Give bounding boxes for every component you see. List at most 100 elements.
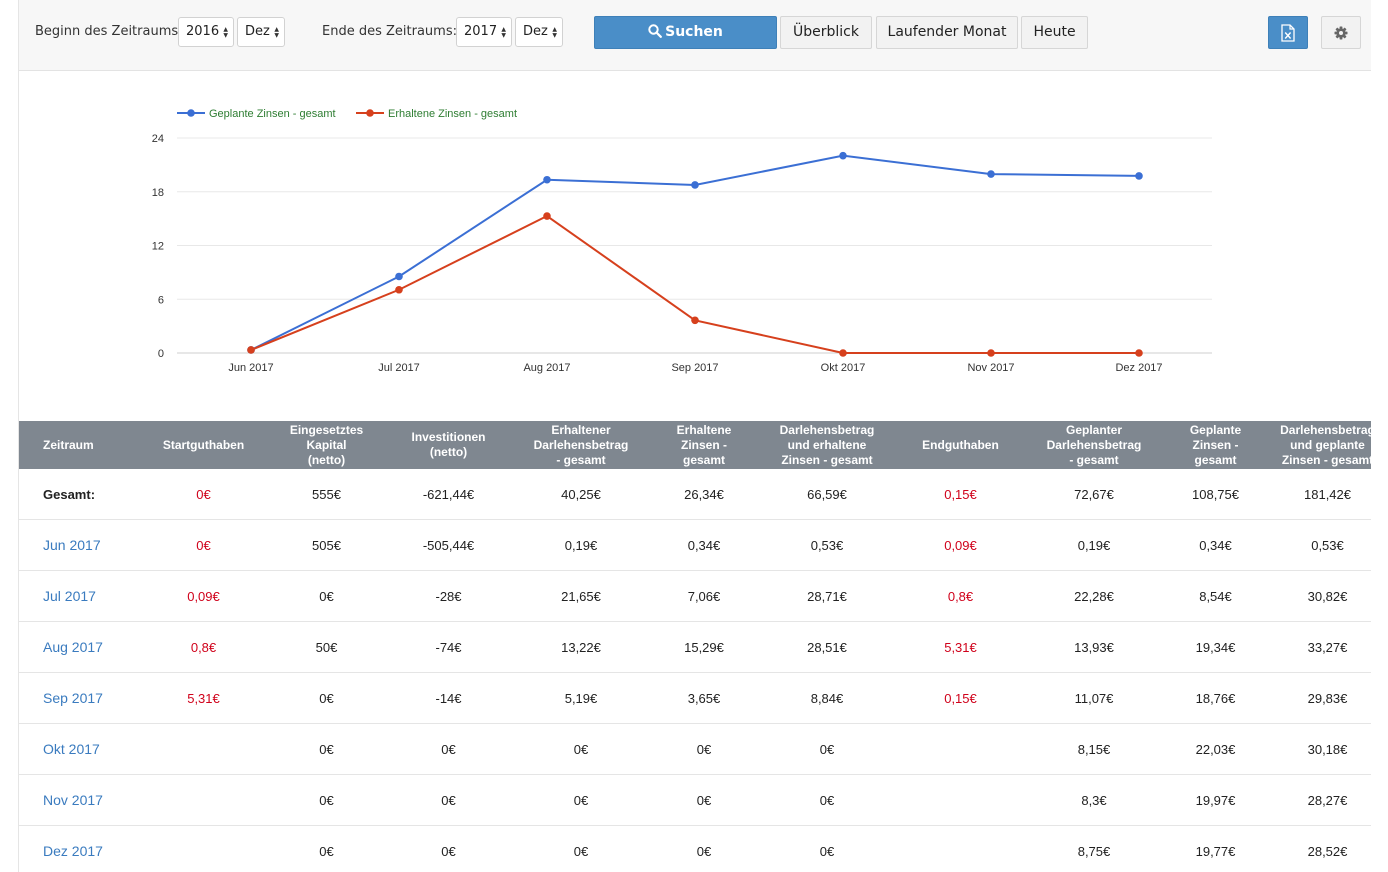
column-header: Geplante Zinsen - gesamt: [1167, 421, 1264, 469]
column-header-line: Darlehensbetrag: [533, 437, 629, 452]
data-point: [543, 212, 551, 220]
table-cell: [143, 825, 264, 872]
table-cell: -28€: [389, 570, 508, 622]
column-header-line: Geplanter: [1065, 422, 1122, 437]
y-tick-label: 12: [152, 241, 164, 253]
today-button[interactable]: Heute: [1021, 16, 1088, 49]
overview-button[interactable]: Überblick: [780, 16, 872, 49]
table-cell: 8,54€: [1167, 570, 1264, 622]
start-month-value: Dez: [245, 24, 270, 39]
interest-table-panel: Zeitraum Startguthaben Eingesetztes Kapital…: [19, 421, 1371, 872]
table-cell: 0€: [654, 723, 754, 775]
table-header-row: Zeitraum Startguthaben Eingesetztes Kapital…: [19, 421, 1371, 469]
table-cell: 0,19€: [508, 519, 654, 571]
current-month-button[interactable]: Laufender Monat: [876, 16, 1018, 49]
table-cell: 0€: [264, 672, 389, 724]
table-row: Jul 2017 0,09€ 0€ -28€ 21,65€ 7,06€ 28,71€ 0,8€…: [19, 570, 1371, 622]
period-link[interactable]: Jun 2017: [19, 519, 143, 571]
interest-line-chart: Geplante Zinsen - gesamt Erhaltene Zinsen…: [152, 108, 1212, 374]
table-cell: 33,27€: [1264, 621, 1371, 673]
column-header-line: Zinsen - gesamt: [1281, 452, 1371, 467]
period-link[interactable]: Dez 2017: [19, 825, 143, 872]
data-point: [987, 349, 995, 357]
table-cell: [143, 723, 264, 775]
y-tick-label: 18: [152, 187, 164, 199]
period-link[interactable]: Sep 2017: [19, 672, 143, 724]
table-cell: [900, 774, 1021, 826]
table-cell: 19,34€: [1167, 621, 1264, 673]
table-cell: 0€: [389, 825, 508, 872]
start-year-select[interactable]: 2016 ▲ ▼: [178, 17, 234, 47]
table-cell: 22,28€: [1021, 570, 1167, 622]
x-axis-ticks: Jun 2017 Jul 2017 Aug 2017 Sep 2017 Okt 2017…: [228, 362, 1162, 374]
excel-export-icon: [1281, 24, 1295, 42]
column-header-line: Zinsen -: [1192, 437, 1239, 452]
excel-export-button[interactable]: [1268, 16, 1308, 49]
select-arrows-icon: ▲ ▼: [501, 26, 506, 39]
x-tick-label: Dez 2017: [1115, 362, 1162, 374]
table-row: Dez 2017 0€ 0€ 0€ 0€ 0€ 8,75€ 19,77€ 28,52€: [19, 825, 1371, 872]
chart-legend: Geplante Zinsen - gesamt Erhaltene Zinsen…: [177, 108, 517, 120]
table-cell: 28,52€: [1264, 825, 1371, 872]
end-year-select[interactable]: 2017 ▲ ▼: [456, 17, 512, 47]
table-cell: 181,42€: [1264, 469, 1371, 520]
table-cell: 15,29€: [654, 621, 754, 673]
table-cell: 8,3€: [1021, 774, 1167, 826]
table-cell: [143, 774, 264, 826]
x-tick-label: Sep 2017: [671, 362, 718, 374]
column-header-line: Geplante: [1189, 422, 1242, 437]
column-header: Erhaltener Darlehensbetrag - gesamt: [508, 421, 654, 469]
legend-label: Geplante Zinsen - gesamt: [209, 108, 336, 120]
table-cell: 0€: [654, 825, 754, 872]
interest-table: Zeitraum Startguthaben Eingesetztes Kapital…: [19, 421, 1371, 872]
column-header-line: (netto): [307, 452, 346, 467]
table-cell: 0€: [508, 723, 654, 775]
table-cell: 0€: [264, 570, 389, 622]
gear-icon: [1334, 26, 1348, 40]
table-cell: 26,34€: [654, 469, 754, 520]
table-cell: 108,75€: [1167, 469, 1264, 520]
table-cell: 29,83€: [1264, 672, 1371, 724]
search-button[interactable]: Suchen: [594, 16, 777, 49]
select-arrows-icon: ▲ ▼: [223, 26, 228, 39]
table-row: Sep 2017 5,31€ 0€ -14€ 5,19€ 3,65€ 8,84€ 0,15€ 1…: [19, 672, 1371, 724]
period-link[interactable]: Nov 2017: [19, 774, 143, 826]
table-cell: 13,22€: [508, 621, 654, 673]
table-cell: 72,67€: [1021, 469, 1167, 520]
end-month-value: Dez: [523, 24, 548, 39]
table-row: Okt 2017 0€ 0€ 0€ 0€ 0€ 8,15€ 22,03€ 30,18€: [19, 723, 1371, 775]
column-header-line: Darlehensbetrag: [1280, 422, 1371, 437]
period-link[interactable]: Okt 2017: [19, 723, 143, 775]
filter-toolbar: Beginn des Zeitraums 2016 ▲ ▼ Dez ▲ ▼ Ende…: [19, 0, 1371, 71]
column-header: Erhaltene Zinsen - gesamt: [654, 421, 754, 469]
table-cell: 0,15€: [900, 672, 1021, 724]
end-month-select[interactable]: Dez ▲ ▼: [515, 17, 563, 47]
period-link[interactable]: Aug 2017: [19, 621, 143, 673]
x-tick-label: Nov 2017: [967, 362, 1014, 374]
period-link[interactable]: Jul 2017: [19, 570, 143, 622]
table-cell: 30,82€: [1264, 570, 1371, 622]
table-cell: 0€: [389, 774, 508, 826]
column-header-line: Zeitraum: [43, 437, 94, 452]
table-cell: 0€: [264, 774, 389, 826]
column-header: Darlehensbetrag und geplante Zinsen - gesa…: [1264, 421, 1371, 469]
table-cell: 5,31€: [143, 672, 264, 724]
column-header-line: Zinsen - gesamt: [781, 452, 873, 467]
legend-swatch-dot: [366, 109, 374, 117]
settings-button[interactable]: [1321, 16, 1361, 49]
interest-chart-panel: Geplante Zinsen - gesamt Erhaltene Zinsen…: [19, 71, 1371, 421]
y-tick-label: 0: [158, 348, 164, 360]
y-tick-label: 6: [158, 294, 164, 306]
table-cell: 0,15€: [900, 469, 1021, 520]
table-cell: 505€: [264, 519, 389, 571]
start-year-value: 2016: [186, 24, 220, 39]
column-header: Investitionen (netto): [389, 421, 508, 469]
x-tick-label: Jul 2017: [378, 362, 420, 374]
search-icon: [648, 24, 663, 38]
column-header-line: Kapital: [306, 437, 347, 452]
table-cell: 0,53€: [754, 519, 900, 571]
column-header: Endguthaben: [900, 421, 1021, 469]
end-period-label: Ende des Zeitraums:: [322, 24, 457, 39]
left-edge: [0, 0, 19, 872]
start-month-select[interactable]: Dez ▲ ▼: [237, 17, 285, 47]
